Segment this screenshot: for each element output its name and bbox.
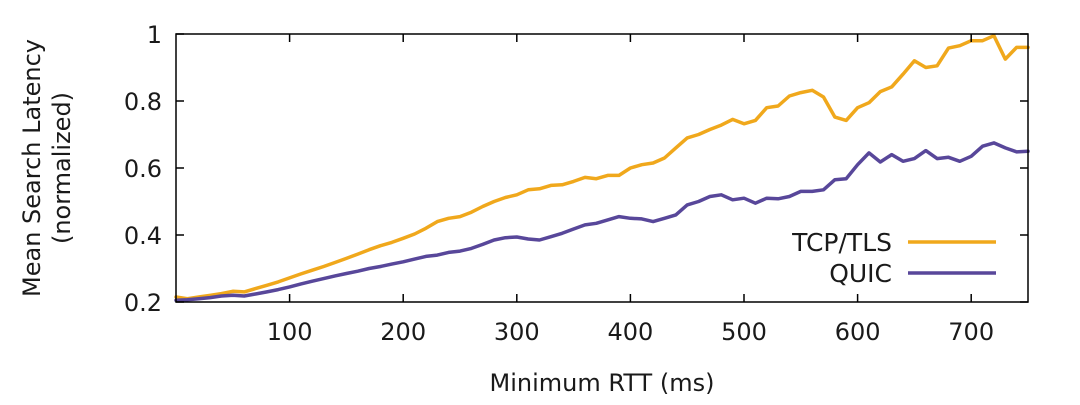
x-tick-label-200: 200 — [380, 318, 426, 346]
legend-label-quic: QUIC — [829, 259, 892, 288]
plot-area: 100 200 300 400 500 600 700 0.2 0.4 0.6 0.8 1 — [124, 21, 1030, 346]
x-tick-label-100: 100 — [267, 318, 313, 346]
x-tick-label-600: 600 — [835, 318, 881, 346]
x-tick-label-300: 300 — [494, 318, 540, 346]
y-axis-title-line-2: (normalized) — [48, 92, 76, 244]
y-tick-label-2: 0.6 — [124, 155, 162, 183]
plot-frame — [175, 33, 1029, 303]
y-axis-title-line-1: Mean Search Latency — [18, 39, 46, 297]
series-line-tcp-tls — [174, 33, 1030, 301]
y-tick-label-1: 0.4 — [124, 222, 162, 250]
y-tick-label-0: 0.2 — [124, 289, 162, 317]
series-line-quic — [174, 141, 1030, 303]
legend: TCP/TLS QUIC — [791, 228, 996, 288]
x-tick-label-500: 500 — [721, 318, 767, 346]
x-axis-title: Minimum RTT (ms) — [490, 369, 715, 397]
legend-label-tcp-tls: TCP/TLS — [791, 228, 892, 257]
y-axis-title: Mean Search Latency (normalized) — [18, 39, 76, 297]
y-tick-label-3: 0.8 — [124, 88, 162, 116]
y-tick-label-4: 1 — [147, 21, 162, 49]
x-tick-label-700: 700 — [948, 318, 994, 346]
x-tick-label-400: 400 — [607, 318, 653, 346]
